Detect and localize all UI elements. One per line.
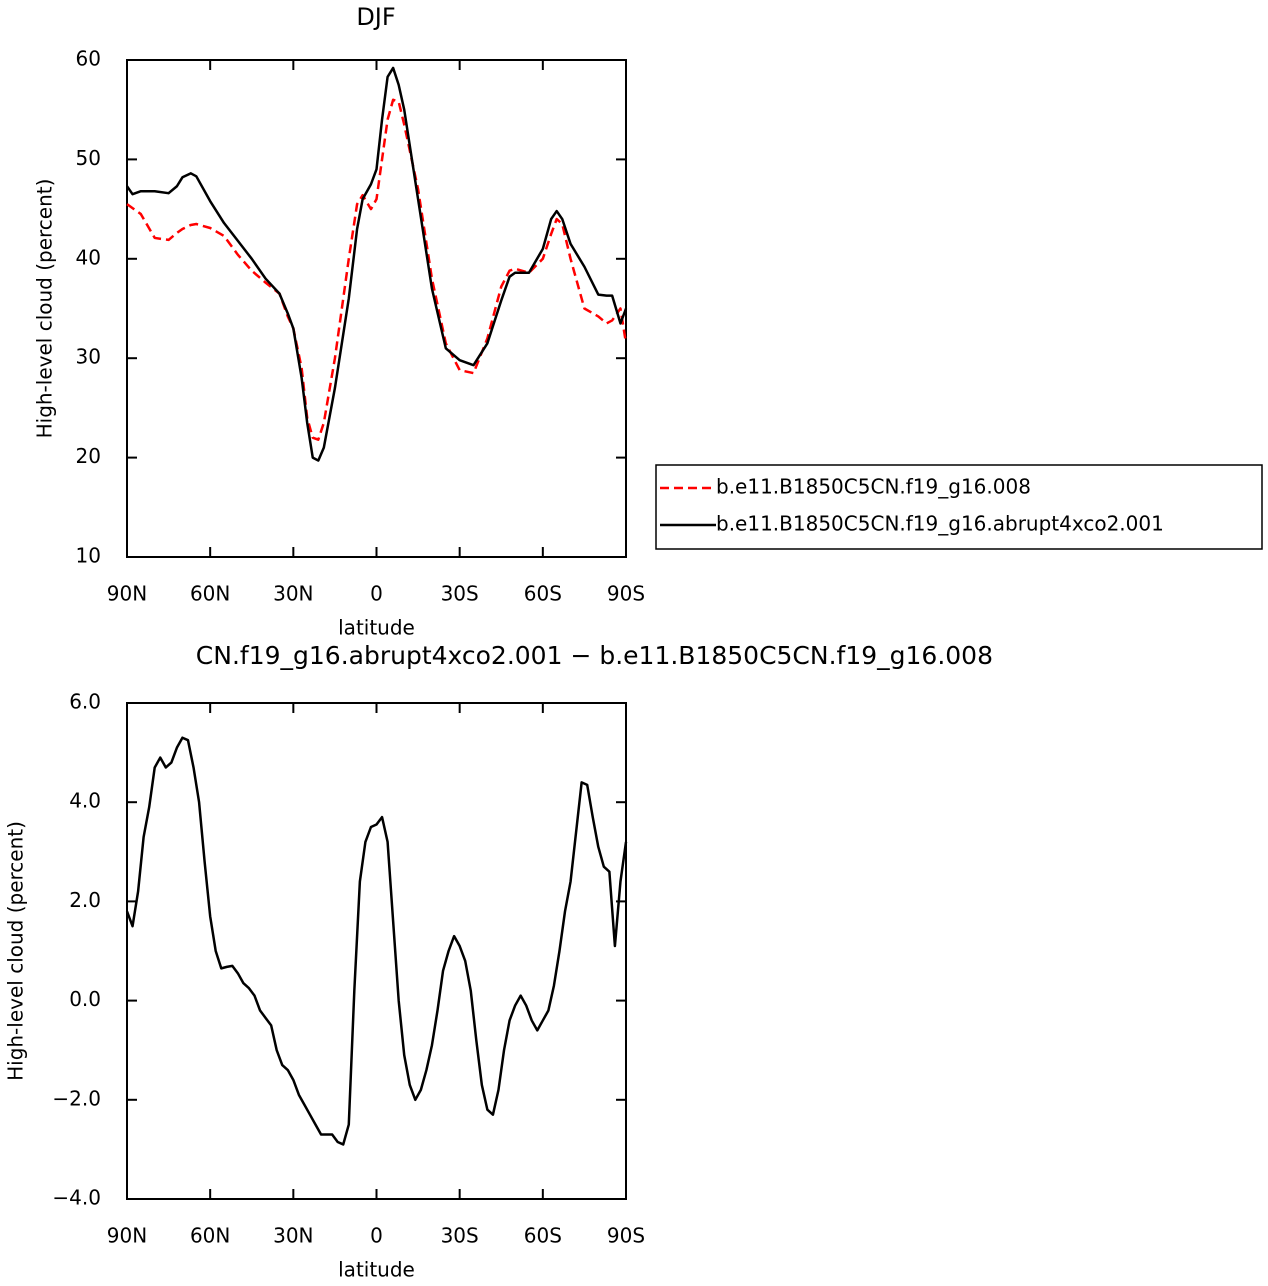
x-axis-label: latitude <box>338 616 415 640</box>
x-tick-label: 60S <box>524 1224 562 1248</box>
y-tick-label: −4.0 <box>52 1186 101 1210</box>
y-tick-label: 0.0 <box>69 987 101 1011</box>
y-tick-label: 30 <box>76 345 101 369</box>
chart-title: CN.f19_g16.abrupt4xco2.001 − b.e11.B1850… <box>196 641 993 670</box>
x-tick-label: 90N <box>107 582 147 606</box>
x-tick-label: 90N <box>107 1224 147 1248</box>
x-tick-label: 30N <box>273 582 313 606</box>
y-tick-label: −2.0 <box>52 1086 101 1110</box>
x-tick-label: 30N <box>273 1224 313 1248</box>
legend-label: b.e11.B1850C5CN.f19_g16.abrupt4xco2.001 <box>716 512 1164 536</box>
y-tick-label: 4.0 <box>69 789 101 813</box>
y-axis-label: High-level cloud (percent) <box>4 821 28 1081</box>
y-tick-label: 50 <box>76 146 101 170</box>
data-line <box>126 98 628 441</box>
data-line <box>125 736 628 1146</box>
plot-frame <box>126 702 627 1200</box>
y-tick-label: 6.0 <box>69 690 101 714</box>
y-tick-label: 20 <box>76 444 101 468</box>
x-tick-label: 90S <box>607 1224 645 1248</box>
data-line <box>125 66 628 462</box>
y-tick-label: 60 <box>76 47 101 71</box>
x-axis-label: latitude <box>338 1258 415 1282</box>
legend-label: b.e11.B1850C5CN.f19_g16.008 <box>716 475 1031 499</box>
x-tick-label: 30S <box>441 582 479 606</box>
x-tick-label: 90S <box>607 582 645 606</box>
y-tick-label: 2.0 <box>69 888 101 912</box>
x-tick-label: 30S <box>441 1224 479 1248</box>
legend-box <box>655 464 1263 550</box>
plot-frame <box>126 59 627 558</box>
chart-title: DJF <box>356 3 395 31</box>
x-tick-label: 60N <box>190 1224 230 1248</box>
y-tick-label: 10 <box>76 544 101 568</box>
x-tick-label: 0 <box>370 1224 383 1248</box>
y-axis-label: High-level cloud (percent) <box>33 179 57 439</box>
legend: b.e11.B1850C5CN.f19_g16.008 b.e11.B1850C5… <box>655 464 1263 550</box>
y-tick-label: 40 <box>76 245 101 269</box>
x-tick-label: 0 <box>370 582 383 606</box>
x-tick-label: 60S <box>524 582 562 606</box>
x-tick-label: 60N <box>190 582 230 606</box>
